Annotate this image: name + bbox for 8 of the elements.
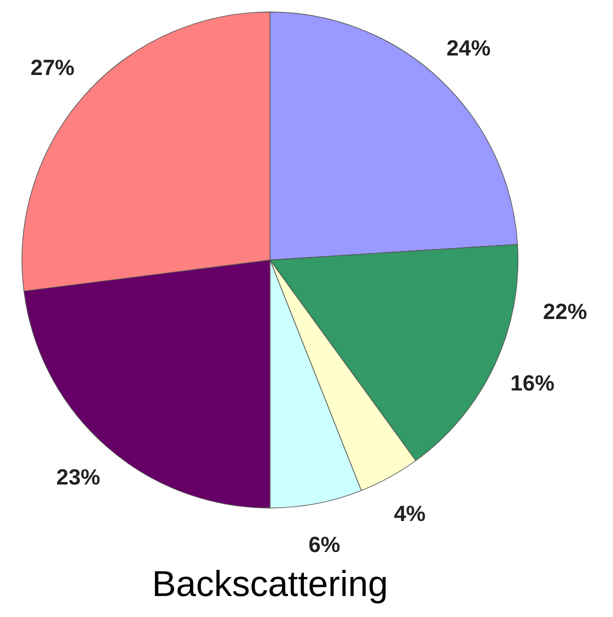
text: 22% <box>542 299 588 324</box>
data-label: 23% <box>56 464 100 490</box>
data-label: 24% <box>446 36 491 61</box>
data-label: 6% <box>308 532 340 557</box>
data-label: 27% <box>30 55 74 80</box>
text: Backscattering <box>152 563 388 604</box>
data-label: 16% <box>510 370 554 396</box>
data-label: 4% <box>394 501 426 526</box>
